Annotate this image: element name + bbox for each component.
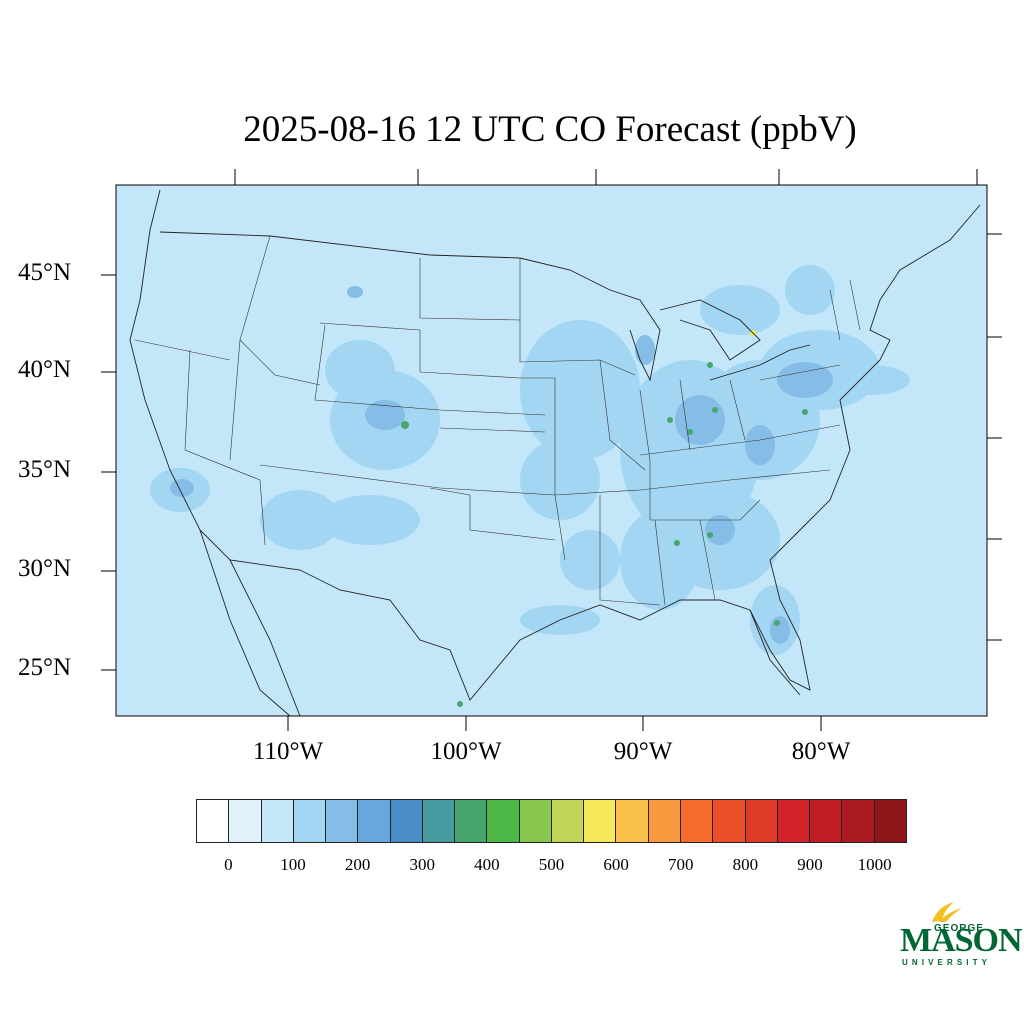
- colorbar-bin-20: [842, 800, 875, 842]
- coastlines-and-borders: [129, 189, 981, 716]
- co-hotspots: [401, 362, 808, 707]
- lon-label-90w: 90°W: [613, 738, 673, 765]
- colorbar-bin-13: [616, 800, 649, 842]
- colorbar-bin-18: [777, 800, 811, 842]
- colorbar-bin-19: [810, 800, 843, 842]
- colorbar-bin-5: [358, 800, 391, 842]
- state-boundaries: [134, 235, 861, 606]
- axis-ticks: [101, 169, 1002, 731]
- colorbar-bin-11: [551, 800, 585, 842]
- colorbar-bin-15: [680, 800, 714, 842]
- colorbar-bin-1: [229, 800, 262, 842]
- colorbar-bin-14: [648, 800, 681, 842]
- colorbar-label-3: 300: [409, 855, 435, 874]
- lat-label-35: 35°N: [18, 456, 72, 483]
- colorbar-label-8: 800: [732, 855, 759, 874]
- lat-label-40: 40°N: [18, 356, 72, 383]
- colorbar-label-6: 600: [603, 855, 629, 874]
- colorbar-bin-21: [874, 800, 906, 842]
- lat-label-30: 30°N: [18, 555, 72, 582]
- colorbar: [196, 799, 907, 843]
- colorbar-label-5: 500: [538, 855, 565, 874]
- lon-label-110w: 110°W: [252, 738, 324, 765]
- colorbar-label-10: 1000: [857, 855, 892, 874]
- colorbar-bin-7: [422, 800, 456, 842]
- logo-mason: MASON: [900, 922, 1023, 959]
- lat-label-45: 45°N: [18, 259, 72, 286]
- lon-label-100w: 100°W: [430, 738, 502, 765]
- colorbar-label-1: 100: [280, 855, 306, 874]
- logo-george: GEORGE: [934, 923, 984, 934]
- map-title: 2025-08-16 12 UTC CO Forecast (ppbV): [243, 109, 857, 150]
- colorbar-bin-6: [390, 800, 423, 842]
- colorbar-bin-2: [261, 800, 294, 842]
- lat-label-25: 25°N: [18, 654, 72, 681]
- gmu-logo: GEORGE MASON UNIVERSITY: [898, 896, 1023, 967]
- colorbar-bin-3: [293, 800, 327, 842]
- map-frame: [115, 184, 988, 717]
- colorbar-bin-10: [519, 800, 552, 842]
- colorbar-label-7: 700: [668, 855, 694, 874]
- colorbar-label-9: 900: [797, 855, 823, 874]
- colorbar-bin-0: [197, 800, 230, 842]
- colorbar-bin-9: [487, 800, 520, 842]
- logo-flame-icon: [932, 902, 962, 922]
- colorbar-bin-16: [713, 800, 746, 842]
- lon-label-80w: 80°W: [791, 738, 851, 765]
- logo-university: UNIVERSITY: [902, 958, 992, 967]
- colorbar-label-2: 200: [344, 855, 371, 874]
- colorbar-bin-17: [745, 800, 778, 842]
- colorbar-bin-4: [326, 800, 359, 842]
- colorbar-label-4: 400: [474, 855, 500, 874]
- colorbar-bin-8: [455, 800, 488, 842]
- colorbar-bin-12: [584, 800, 617, 842]
- colorbar-label-0: 0: [224, 855, 233, 874]
